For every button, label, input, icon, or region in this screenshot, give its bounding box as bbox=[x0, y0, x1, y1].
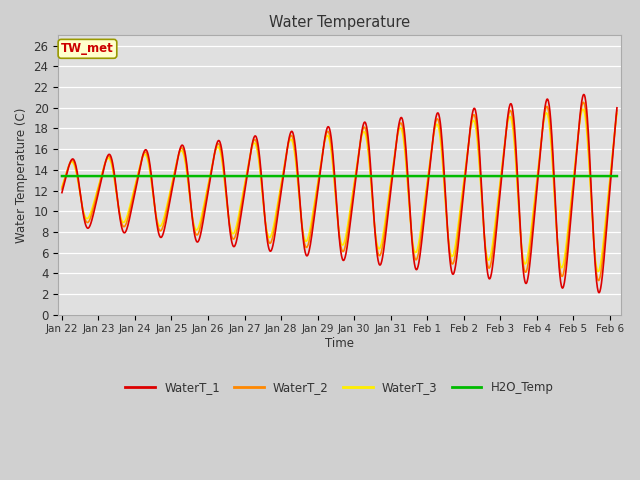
WaterT_2 bbox=[595, 277, 602, 283]
WaterT_1 bbox=[305, 249, 313, 255]
WaterT_2 bbox=[101, 161, 109, 167]
WaterT_3 bbox=[374, 244, 381, 250]
WaterT_2 bbox=[613, 108, 621, 113]
WaterT_3 bbox=[579, 106, 587, 112]
WaterT_1 bbox=[374, 256, 381, 262]
WaterT_2 bbox=[124, 217, 131, 223]
WaterT_3 bbox=[294, 176, 301, 182]
WaterT_2 bbox=[374, 249, 381, 255]
X-axis label: Time: Time bbox=[325, 337, 354, 350]
WaterT_3 bbox=[58, 184, 66, 190]
WaterT_3 bbox=[124, 212, 131, 218]
Y-axis label: Water Temperature (C): Water Temperature (C) bbox=[15, 108, 28, 243]
WaterT_1 bbox=[58, 190, 66, 195]
WaterT_3 bbox=[101, 161, 109, 167]
WaterT_1 bbox=[294, 166, 301, 171]
WaterT_1 bbox=[595, 290, 603, 296]
WaterT_2 bbox=[305, 239, 313, 245]
WaterT_3 bbox=[315, 173, 323, 179]
WaterT_3 bbox=[594, 269, 602, 275]
WaterT_3 bbox=[305, 232, 313, 238]
WaterT_1 bbox=[580, 92, 588, 97]
H2O_Temp bbox=[613, 173, 621, 179]
H2O_Temp bbox=[305, 173, 313, 179]
Title: Water Temperature: Water Temperature bbox=[269, 15, 410, 30]
WaterT_2 bbox=[315, 175, 323, 181]
WaterT_1 bbox=[613, 105, 621, 111]
Text: TW_met: TW_met bbox=[61, 42, 114, 55]
H2O_Temp bbox=[294, 173, 301, 179]
WaterT_1 bbox=[124, 224, 131, 230]
H2O_Temp bbox=[58, 173, 66, 179]
H2O_Temp bbox=[124, 173, 131, 179]
H2O_Temp bbox=[101, 173, 109, 179]
Line: WaterT_3: WaterT_3 bbox=[62, 109, 617, 272]
H2O_Temp bbox=[315, 173, 323, 179]
WaterT_2 bbox=[58, 186, 66, 192]
Legend: WaterT_1, WaterT_2, WaterT_3, H2O_Temp: WaterT_1, WaterT_2, WaterT_3, H2O_Temp bbox=[120, 376, 558, 399]
WaterT_1 bbox=[101, 162, 109, 168]
WaterT_2 bbox=[579, 99, 587, 105]
H2O_Temp bbox=[374, 173, 381, 179]
Line: WaterT_2: WaterT_2 bbox=[62, 102, 617, 280]
WaterT_3 bbox=[613, 111, 621, 117]
WaterT_1 bbox=[315, 180, 323, 185]
Line: WaterT_1: WaterT_1 bbox=[62, 95, 617, 293]
WaterT_2 bbox=[294, 171, 301, 177]
